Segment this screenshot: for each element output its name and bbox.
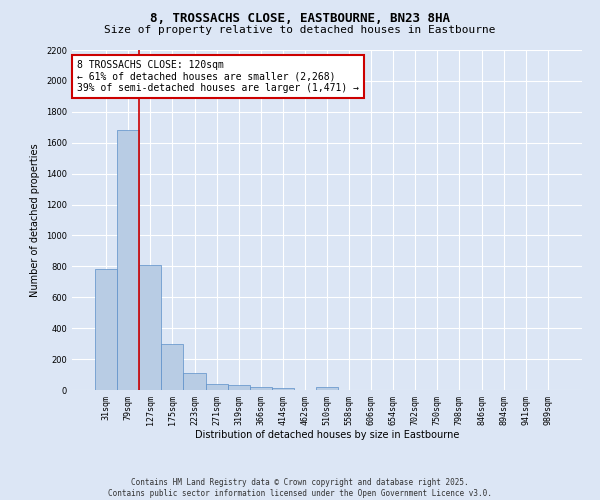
Bar — [250, 387, 272, 390]
Text: 8 TROSSACHS CLOSE: 120sqm
← 61% of detached houses are smaller (2,268)
39% of se: 8 TROSSACHS CLOSE: 120sqm ← 61% of detac… — [77, 60, 359, 94]
Bar — [272, 388, 294, 390]
Text: 8, TROSSACHS CLOSE, EASTBOURNE, BN23 8HA: 8, TROSSACHS CLOSE, EASTBOURNE, BN23 8HA — [150, 12, 450, 26]
Y-axis label: Number of detached properties: Number of detached properties — [31, 143, 40, 297]
Text: Contains HM Land Registry data © Crown copyright and database right 2025.
Contai: Contains HM Land Registry data © Crown c… — [108, 478, 492, 498]
Bar — [161, 344, 184, 390]
Bar — [227, 386, 250, 390]
Bar — [95, 270, 117, 390]
Bar — [206, 384, 227, 390]
Bar — [117, 130, 139, 390]
Bar — [184, 373, 206, 390]
X-axis label: Distribution of detached houses by size in Eastbourne: Distribution of detached houses by size … — [195, 430, 459, 440]
Bar — [139, 265, 161, 390]
Bar — [316, 387, 338, 390]
Text: Size of property relative to detached houses in Eastbourne: Size of property relative to detached ho… — [104, 25, 496, 35]
